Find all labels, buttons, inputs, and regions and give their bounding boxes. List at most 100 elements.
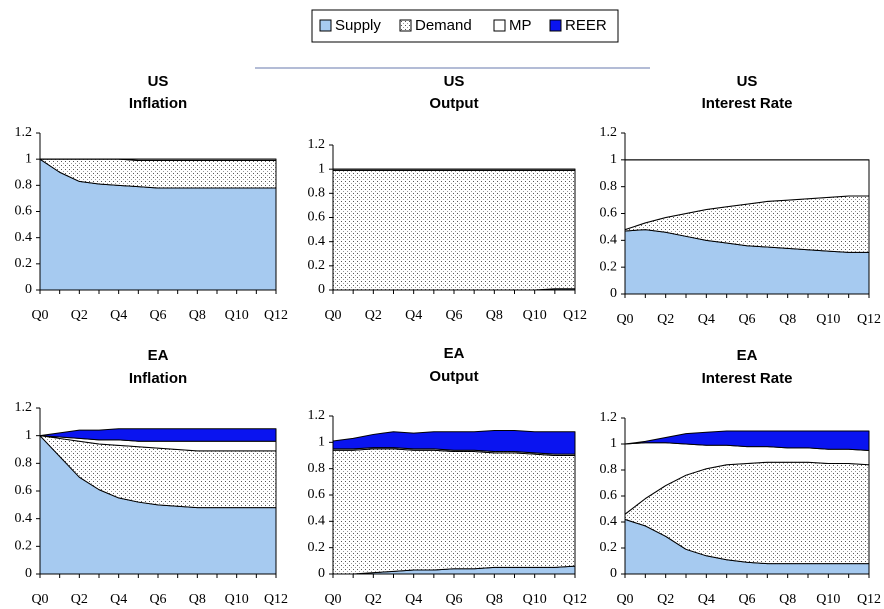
legend-swatch [319, 19, 332, 32]
legend-label: Supply [335, 17, 381, 34]
y-tick-label: 1 [25, 428, 32, 443]
chart-subtitle: Interest Rate [702, 95, 793, 112]
y-tick-label: 1.2 [308, 408, 326, 423]
y-tick-label: 1.2 [600, 410, 618, 425]
area-3 [332, 429, 576, 455]
y-tick-label: 0.6 [600, 206, 618, 221]
y-tick-label: 0 [318, 566, 325, 581]
y-tick-label: 0 [610, 566, 617, 581]
y-tick-label: 0 [25, 566, 32, 581]
x-tick-label: Q6 [738, 312, 755, 327]
y-tick-label: 0.2 [600, 259, 618, 274]
x-tick-label: Q8 [486, 592, 503, 607]
y-tick-label: 0.4 [15, 230, 33, 245]
y-tick-label: 1.2 [308, 137, 326, 152]
x-tick-label: Q10 [816, 312, 840, 327]
chart-title: EA [148, 347, 169, 364]
x-tick-label: Q10 [816, 592, 840, 607]
x-tick-label: Q0 [31, 308, 48, 323]
x-tick-label: Q10 [523, 308, 547, 323]
y-tick-label: 0 [25, 282, 32, 297]
x-tick-label: Q6 [738, 592, 755, 607]
x-tick-label: Q10 [225, 592, 249, 607]
legend-swatch [399, 19, 412, 32]
y-tick-label: 0.2 [15, 539, 33, 554]
y-tick-label: 0.6 [308, 210, 326, 225]
x-tick-label: Q6 [149, 308, 166, 323]
x-tick-label: Q12 [264, 308, 288, 323]
chart-title: US [737, 73, 758, 90]
x-tick-label: Q4 [405, 308, 422, 323]
y-tick-label: 1 [610, 152, 617, 167]
x-tick-label: Q2 [657, 312, 674, 327]
x-tick-label: Q4 [698, 312, 715, 327]
y-tick-label: 0.8 [308, 186, 326, 201]
x-tick-label: Q0 [324, 308, 341, 323]
chart-title: EA [444, 345, 465, 362]
chart-subtitle: Inflation [129, 370, 187, 387]
x-tick-label: Q2 [71, 592, 88, 607]
y-tick-label: 1 [318, 435, 325, 450]
legend-swatch [549, 19, 562, 32]
x-tick-label: Q2 [71, 308, 88, 323]
x-tick-label: Q12 [563, 592, 587, 607]
x-tick-label: Q2 [657, 592, 674, 607]
x-tick-label: Q0 [616, 592, 633, 607]
y-tick-label: 0.4 [600, 233, 618, 248]
area-3 [39, 428, 277, 442]
legend-label: Demand [415, 17, 472, 34]
area-1 [332, 169, 576, 291]
y-tick-label: 0.8 [308, 461, 326, 476]
x-tick-label: Q8 [779, 592, 796, 607]
y-tick-label: 0.2 [308, 258, 326, 273]
y-tick-label: 0.4 [308, 234, 326, 249]
x-tick-label: Q10 [523, 592, 547, 607]
y-tick-label: 0.8 [600, 462, 618, 477]
y-tick-label: 1 [318, 161, 325, 176]
y-tick-label: 1.2 [600, 125, 618, 140]
x-tick-label: Q4 [110, 308, 127, 323]
y-tick-label: 0.8 [15, 456, 33, 471]
y-tick-label: 1 [610, 436, 617, 451]
chart-subtitle: Interest Rate [702, 370, 793, 387]
area-3 [624, 430, 870, 451]
x-tick-label: Q4 [110, 592, 127, 607]
x-tick-label: Q12 [563, 308, 587, 323]
y-tick-label: 0 [318, 282, 325, 297]
legend-box [311, 9, 619, 43]
y-tick-label: 0.6 [600, 488, 618, 503]
y-tick-label: 0.8 [600, 179, 618, 194]
x-tick-label: Q0 [31, 592, 48, 607]
x-tick-label: Q4 [698, 592, 715, 607]
x-tick-label: Q6 [149, 592, 166, 607]
chart-subtitle: Output [429, 95, 478, 112]
chart-title: EA [737, 347, 758, 364]
x-tick-label: Q2 [365, 308, 382, 323]
legend-label: MP [509, 17, 532, 34]
chart-subtitle: Output [429, 368, 478, 385]
chart-title: US [444, 73, 465, 90]
area-1 [332, 448, 576, 575]
x-tick-label: Q10 [225, 308, 249, 323]
x-tick-label: Q12 [857, 312, 881, 327]
y-tick-label: 0.2 [308, 540, 326, 555]
chart-title: US [148, 73, 169, 90]
x-tick-label: Q6 [445, 308, 462, 323]
x-tick-label: Q4 [405, 592, 422, 607]
y-tick-label: 0.4 [15, 511, 33, 526]
y-tick-label: 1 [25, 151, 32, 166]
x-tick-label: Q8 [779, 312, 796, 327]
x-tick-label: Q6 [445, 592, 462, 607]
x-tick-label: Q12 [857, 592, 881, 607]
x-tick-label: Q2 [365, 592, 382, 607]
y-tick-label: 1.2 [15, 400, 33, 415]
x-tick-label: Q8 [189, 592, 206, 607]
y-tick-label: 0 [610, 286, 617, 301]
y-tick-label: 0.4 [308, 514, 326, 529]
x-tick-label: Q8 [486, 308, 503, 323]
x-tick-label: Q0 [616, 312, 633, 327]
chart-subtitle: Inflation [129, 95, 187, 112]
y-tick-label: 0.2 [600, 540, 618, 555]
y-tick-label: 0.4 [600, 514, 618, 529]
